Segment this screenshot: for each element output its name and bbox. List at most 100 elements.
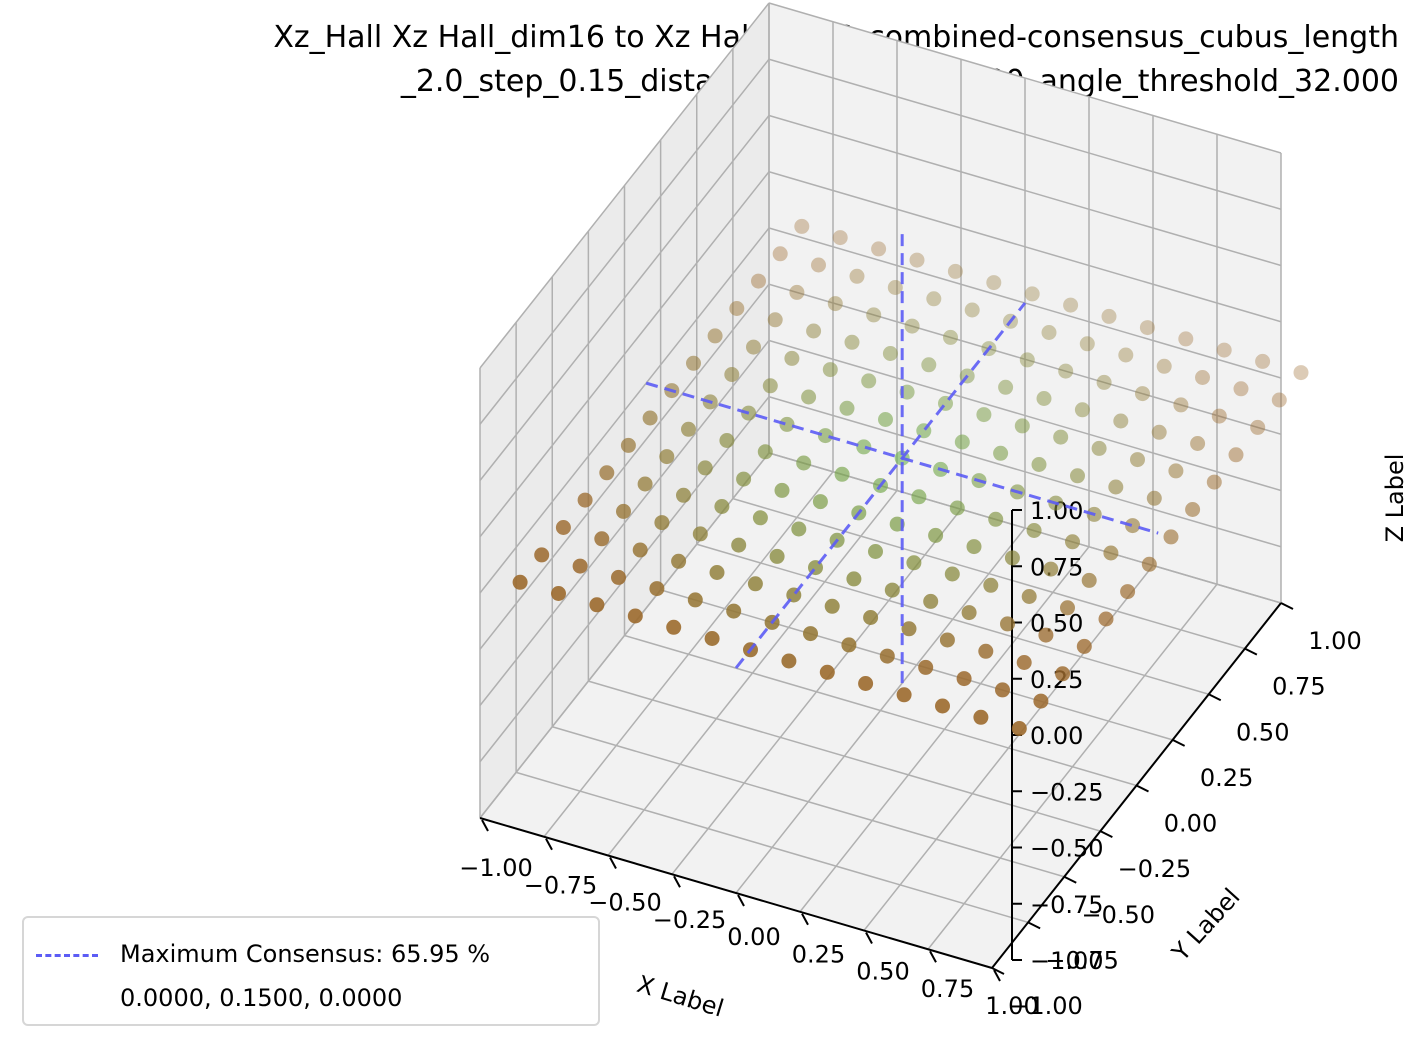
scatter-point (789, 284, 805, 300)
scatter-point (779, 416, 795, 432)
scatter-point (918, 659, 934, 675)
scatter-point (1074, 402, 1090, 418)
scatter-point (858, 676, 874, 691)
scatter-point (751, 273, 766, 289)
scatter-point (801, 389, 817, 405)
grid-line-floor-y (624, 634, 1137, 787)
grid-line-floor-x (799, 546, 1090, 913)
scatter-point (659, 449, 675, 465)
scatter-point (846, 571, 862, 587)
scatter-point (856, 439, 872, 455)
y-tick-label: 0.50 (1236, 718, 1289, 746)
scatter-point (1011, 721, 1027, 736)
scatter-point (1016, 655, 1032, 670)
scatter-point (1031, 457, 1047, 472)
legend: Maximum Consensus: 65.95 % 0.0000, 0.150… (22, 916, 600, 1026)
x-tick-mark (865, 932, 873, 944)
legend-coords-label: 0.0000, 0.1500, 0.0000 (120, 984, 403, 1012)
scatter-point (964, 302, 980, 318)
scatter-point (692, 526, 708, 542)
scatter-point (824, 598, 840, 614)
y-tick-mark (1280, 602, 1294, 610)
scatter-point (1108, 479, 1124, 495)
scatter-point (871, 241, 887, 257)
scatter-point (681, 421, 696, 437)
x-tick-mark (609, 857, 617, 869)
scatter-point (1120, 584, 1136, 600)
scatter-point (757, 444, 773, 460)
scatter-point (866, 307, 882, 323)
scatter-point (709, 565, 725, 580)
scatter-point (1081, 572, 1097, 588)
scatter-point (637, 476, 653, 492)
scatter-point (993, 445, 1009, 461)
scatter-point (729, 301, 745, 316)
scatter-point (884, 582, 900, 598)
y-tick-label: −0.75 (1045, 946, 1119, 974)
scatter-point (911, 489, 927, 505)
scatter-point (822, 362, 838, 378)
grid-line-floor-y (732, 497, 1246, 650)
scatter-point (995, 682, 1010, 698)
scatter-point (627, 608, 643, 624)
scatter-point (731, 537, 747, 553)
scatter-point (923, 593, 939, 609)
scatter-point (1271, 392, 1287, 408)
scatter-point (1195, 370, 1210, 385)
y-tick-mark (1099, 830, 1113, 839)
scatter-point (1063, 297, 1079, 313)
scatter-point (736, 471, 752, 487)
scatter-point (983, 577, 999, 593)
x-tick-label: 1.00 (985, 992, 1038, 1020)
scatter-point (1036, 391, 1052, 406)
z-tick-label: −1.00 (1030, 947, 1104, 975)
z-axis-label: Z Label (1381, 454, 1409, 543)
scatter-point (904, 318, 920, 334)
scatter-point (632, 542, 648, 558)
scatter-point (882, 346, 898, 361)
y-tick-mark (1063, 875, 1077, 884)
x-axis-line (479, 817, 993, 969)
x-tick-mark (673, 875, 681, 888)
scatter-point (687, 592, 703, 608)
scatter-point (834, 466, 850, 482)
scatter-point (944, 566, 960, 582)
grid-line-left-z (479, 171, 770, 538)
x-tick-label: −0.50 (588, 889, 662, 917)
scatter-point (832, 230, 848, 246)
scatter-point (879, 648, 895, 664)
y-tick-label: 0.25 (1200, 764, 1253, 792)
scatter-point (966, 539, 982, 555)
x-tick-mark (737, 894, 745, 907)
legend-dashed-line-swatch (36, 954, 98, 957)
scatter-point (961, 605, 977, 621)
y-tick-mark (1172, 738, 1186, 747)
scatter-point (649, 581, 665, 597)
z-tick-label: 0.50 (1030, 610, 1083, 638)
scatter-point (555, 520, 571, 535)
z-tick-label: −0.75 (1030, 891, 1104, 919)
x-tick-mark (993, 969, 1001, 982)
scatter-point (1041, 325, 1057, 340)
scatter-point (1163, 529, 1179, 545)
scatter-point (599, 465, 615, 481)
scatter-point (794, 218, 810, 234)
x-tick-mark (801, 913, 809, 926)
scatter-point (839, 400, 855, 416)
scatter-point (1125, 518, 1141, 534)
scatter-point (534, 547, 550, 563)
scatter-point (1101, 308, 1117, 324)
scatter-point (973, 709, 989, 725)
grid-line-floor-y (696, 543, 1209, 695)
scatter-point (988, 511, 1004, 527)
grid-line-left-z (479, 115, 770, 481)
y-tick-label: 1.00 (1308, 627, 1361, 655)
scatter-point (1065, 534, 1080, 550)
scatter-point (1038, 627, 1054, 643)
grid-line-left-z (479, 2, 770, 369)
scatter-point (1113, 413, 1129, 429)
y-tick-mark (1208, 693, 1222, 702)
scatter-point (1178, 331, 1194, 347)
scatter-point (726, 603, 742, 619)
